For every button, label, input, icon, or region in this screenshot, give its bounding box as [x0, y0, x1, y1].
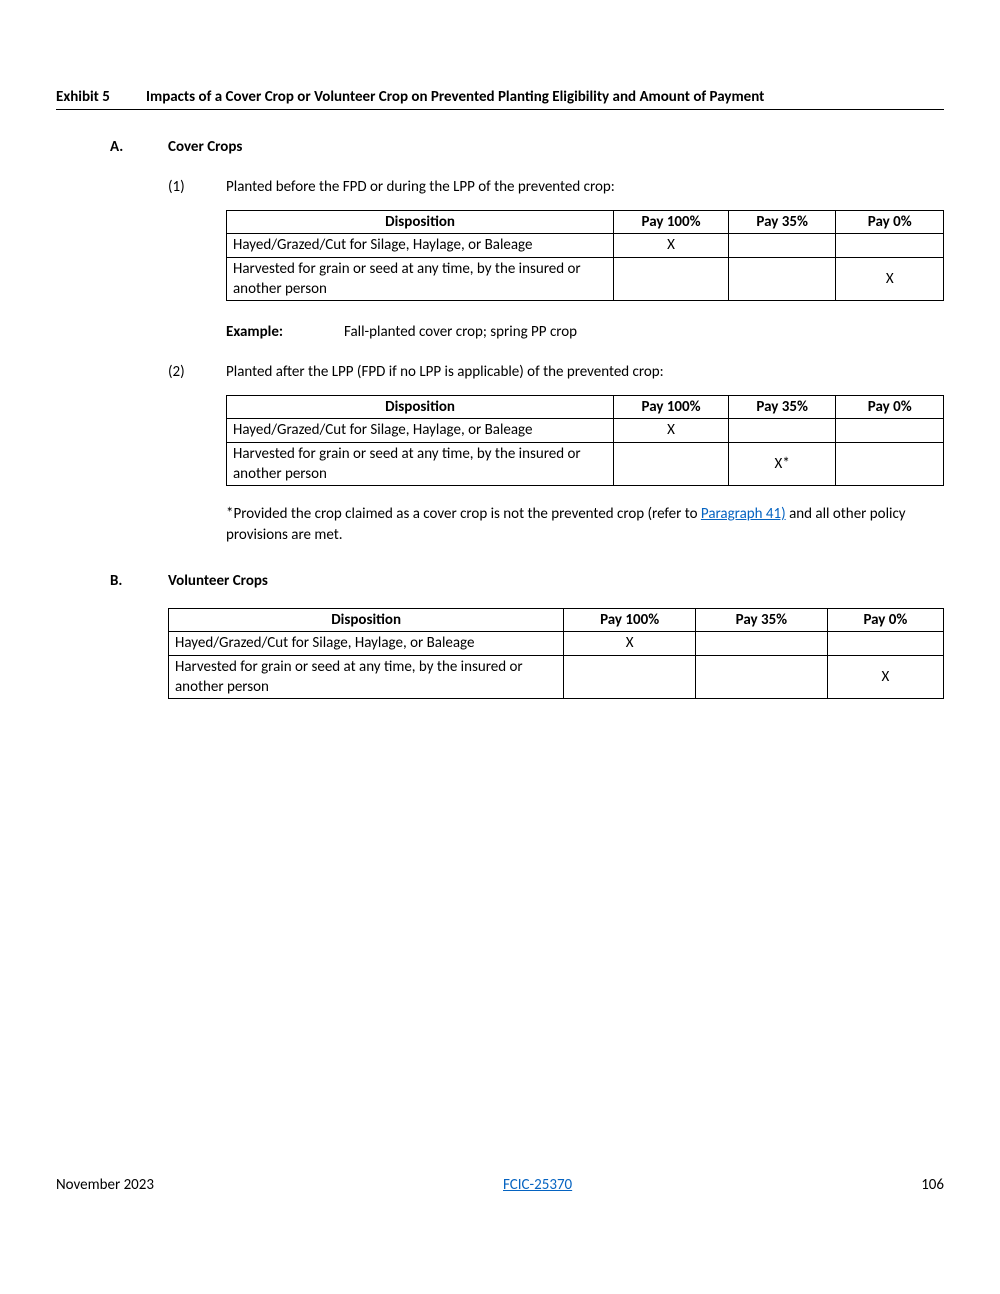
td-disposition: Hayed/Grazed/Cut for Silage, Haylage, or…	[227, 419, 614, 442]
paragraph-41-link[interactable]: Paragraph 41)	[701, 505, 786, 523]
td-p35	[696, 655, 828, 699]
td-p100	[564, 655, 696, 699]
td-p35	[696, 632, 828, 655]
th-disposition: Disposition	[227, 396, 614, 419]
table-row: Harvested for grain or seed at any time,…	[227, 442, 944, 486]
th-pay0: Pay 0%	[836, 211, 944, 234]
section-a-heading: Cover Crops	[168, 138, 242, 156]
item-a1-num: (1)	[56, 178, 226, 196]
table-row: Disposition Pay 100% Pay 35% Pay 0%	[227, 211, 944, 234]
section-b-header: B. Volunteer Crops	[56, 572, 944, 590]
th-pay35: Pay 35%	[728, 396, 836, 419]
th-pay100: Pay 100%	[614, 211, 729, 234]
exhibit-title: Impacts of a Cover Crop or Volunteer Cro…	[146, 88, 764, 106]
td-p100: X	[614, 234, 729, 257]
exhibit-header: Exhibit 5 Impacts of a Cover Crop or Vol…	[56, 88, 944, 110]
table-b-wrap: Disposition Pay 100% Pay 35% Pay 0% Haye…	[168, 608, 944, 699]
table-row: Disposition Pay 100% Pay 35% Pay 0%	[169, 609, 944, 632]
th-pay100: Pay 100%	[564, 609, 696, 632]
footer-page: 106	[921, 1176, 944, 1194]
item-a2-num: (2)	[56, 363, 226, 381]
td-p35: X*	[728, 442, 836, 486]
example-row: Example: Fall-planted cover crop; spring…	[226, 323, 944, 341]
table-a2: Disposition Pay 100% Pay 35% Pay 0% Haye…	[226, 395, 944, 486]
td-p35	[728, 419, 836, 442]
th-disposition: Disposition	[227, 211, 614, 234]
td-p35	[728, 257, 836, 301]
table-row: Hayed/Grazed/Cut for Silage, Haylage, or…	[169, 632, 944, 655]
td-p0	[836, 442, 944, 486]
item-a2-row: (2) Planted after the LPP (FPD if no LPP…	[56, 363, 944, 381]
footer-date: November 2023	[56, 1176, 154, 1194]
td-p100: X	[564, 632, 696, 655]
section-a-header: A. Cover Crops	[56, 138, 944, 156]
th-pay0: Pay 0%	[836, 396, 944, 419]
td-p0: X	[836, 257, 944, 301]
td-p0	[827, 632, 943, 655]
td-disposition: Harvested for grain or seed at any time,…	[169, 655, 564, 699]
th-pay100: Pay 100%	[614, 396, 729, 419]
th-pay35: Pay 35%	[728, 211, 836, 234]
td-p100	[614, 257, 729, 301]
table-a2-wrap: Disposition Pay 100% Pay 35% Pay 0% Haye…	[226, 395, 944, 546]
table-b: Disposition Pay 100% Pay 35% Pay 0% Haye…	[168, 608, 944, 699]
td-disposition: Hayed/Grazed/Cut for Silage, Haylage, or…	[227, 234, 614, 257]
example-text: Fall-planted cover crop; spring PP crop	[344, 323, 577, 341]
table-row: Harvested for grain or seed at any time,…	[169, 655, 944, 699]
td-disposition: Harvested for grain or seed at any time,…	[227, 257, 614, 301]
td-p35	[728, 234, 836, 257]
th-pay35: Pay 35%	[696, 609, 828, 632]
td-disposition: Hayed/Grazed/Cut for Silage, Haylage, or…	[169, 632, 564, 655]
table-row: Harvested for grain or seed at any time,…	[227, 257, 944, 301]
table-a1-wrap: Disposition Pay 100% Pay 35% Pay 0% Haye…	[226, 210, 944, 341]
table-row: Disposition Pay 100% Pay 35% Pay 0%	[227, 396, 944, 419]
td-p0	[836, 234, 944, 257]
section-a-letter: A.	[56, 138, 168, 156]
note-pre: *Provided the crop claimed as a cover cr…	[226, 505, 701, 523]
section-b-heading: Volunteer Crops	[168, 572, 268, 590]
item-a2-text: Planted after the LPP (FPD if no LPP is …	[226, 363, 664, 381]
td-p100	[614, 442, 729, 486]
page-footer: November 2023 FCIC-25370 106	[56, 1176, 944, 1194]
item-a1-row: (1) Planted before the FPD or during the…	[56, 178, 944, 196]
th-disposition: Disposition	[169, 609, 564, 632]
table-row: Hayed/Grazed/Cut for Silage, Haylage, or…	[227, 419, 944, 442]
note-a2: *Provided the crop claimed as a cover cr…	[226, 504, 944, 546]
td-disposition: Harvested for grain or seed at any time,…	[227, 442, 614, 486]
td-p0: X	[827, 655, 943, 699]
exhibit-number: Exhibit 5	[56, 88, 146, 106]
table-a1: Disposition Pay 100% Pay 35% Pay 0% Haye…	[226, 210, 944, 301]
section-b-letter: B.	[56, 572, 168, 590]
example-label: Example:	[226, 323, 344, 341]
footer-doc-link[interactable]: FCIC-25370	[503, 1176, 572, 1194]
td-p100: X	[614, 419, 729, 442]
item-a1-text: Planted before the FPD or during the LPP…	[226, 178, 615, 196]
table-row: Hayed/Grazed/Cut for Silage, Haylage, or…	[227, 234, 944, 257]
th-pay0: Pay 0%	[827, 609, 943, 632]
td-p0	[836, 419, 944, 442]
